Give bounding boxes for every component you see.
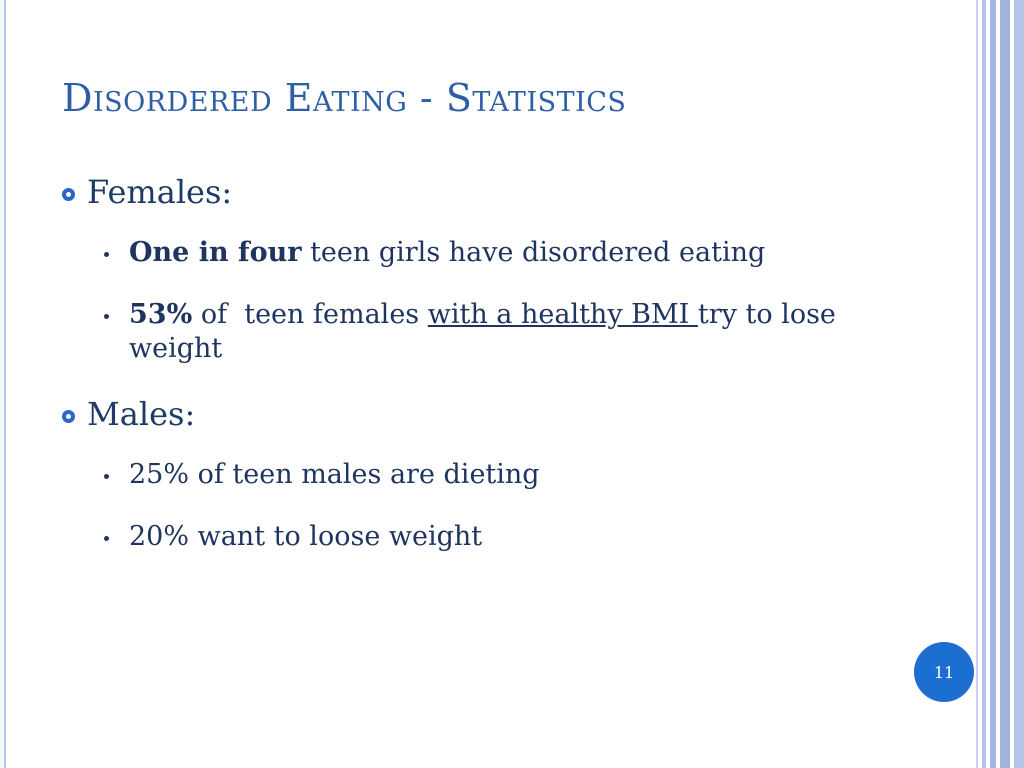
body-text: teen girls have disordered eating	[301, 237, 766, 268]
section-males: Males:	[62, 394, 902, 434]
decorative-bar	[990, 0, 996, 768]
section-females: Females:	[62, 172, 902, 212]
decorative-bar	[976, 0, 978, 768]
list-item-text: One in four teen girls have disordered e…	[129, 236, 902, 270]
emphasis-text: One in four	[129, 237, 302, 268]
ring-bullet-icon	[62, 410, 75, 423]
list-item-text: 25% of teen males are dieting	[129, 459, 540, 490]
list-item: 53% of teen females with a healthy BMI t…	[104, 298, 902, 366]
bullet-dot-icon	[104, 536, 109, 541]
ring-bullet-icon	[62, 188, 75, 201]
section-heading: Females:	[87, 173, 233, 211]
list-item: 25% of teen males are dieting	[104, 458, 902, 492]
bullet-dot-icon	[104, 314, 109, 319]
slide-title: Disordered Eating - Statistics	[62, 76, 627, 120]
list-item-text: 53% of teen females with a healthy BMI t…	[129, 298, 902, 366]
page-number-badge: 11	[914, 642, 974, 702]
decorative-bar	[1014, 0, 1024, 768]
list-item: One in four teen girls have disordered e…	[104, 236, 902, 270]
bullet-dot-icon	[104, 474, 109, 479]
right-decorative-bars	[976, 0, 1024, 768]
list-item: 20% want to loose weight	[104, 520, 902, 554]
slide-body: Females: One in four teen girls have dis…	[62, 172, 902, 582]
bullet-dot-icon	[104, 252, 109, 257]
body-text: try to lose weight	[129, 299, 836, 364]
decorative-bar	[982, 0, 986, 768]
decorative-bar	[1000, 0, 1010, 768]
section-heading: Males:	[87, 395, 196, 433]
emphasis-text: 53%	[129, 299, 193, 330]
underlined-text: with a healthy BMI	[427, 299, 698, 330]
left-edge-decoration	[0, 0, 6, 768]
list-item-text: 20% want to loose weight	[129, 521, 483, 552]
body-text: of teen females	[192, 299, 428, 330]
